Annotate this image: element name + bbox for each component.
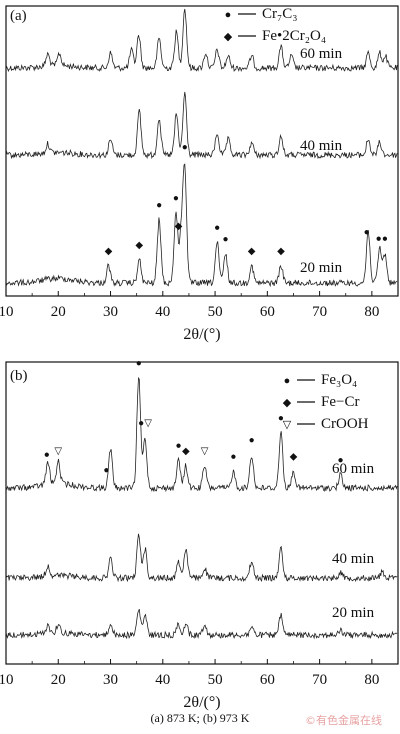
phase-marker: ● bbox=[175, 440, 181, 451]
chart-panel-a: (a) 10 20 30 40 50 60 70 80 2θ/(°) ● Cr₇C₃ ◆ Fe•2Cr₂O… bbox=[0, 5, 399, 343]
phase-marker: ● bbox=[103, 465, 109, 476]
phase-marker: ▽ bbox=[201, 446, 209, 457]
x-tick-label: 60 bbox=[260, 672, 275, 688]
series-label: 60 min bbox=[332, 461, 375, 477]
plot-frame bbox=[5, 361, 399, 665]
phase-marker: ● bbox=[214, 223, 220, 234]
legend-label: Fe₃O₄ bbox=[321, 372, 357, 388]
phase-marker: ● bbox=[382, 234, 388, 245]
x-axis-label: 2θ/(°) bbox=[183, 326, 220, 343]
legend-label: Fe•2Cr₂O₄ bbox=[262, 28, 326, 44]
x-tick-label: 10 bbox=[0, 672, 14, 688]
legend-label: CrOOH bbox=[321, 416, 369, 432]
phase-marker: ◆ bbox=[182, 446, 190, 457]
phase-marker: ● bbox=[249, 435, 255, 446]
phase-marker: ● bbox=[222, 234, 228, 245]
phase-marker: ●▽ bbox=[138, 418, 152, 429]
phase-marker: ● bbox=[337, 455, 343, 466]
panel-label: (a) bbox=[10, 8, 27, 24]
x-tick-label: 30 bbox=[103, 672, 118, 688]
x-tick-label: 70 bbox=[312, 672, 327, 688]
phase-marker: ● bbox=[182, 142, 188, 153]
x-axis-label: 2θ/(°) bbox=[183, 694, 220, 711]
phase-marker: ● bbox=[173, 193, 179, 204]
chart-panel-b: (b) 10 20 30 40 50 60 70 80 2θ/(°) ● Fe₃O₄ ◆ Fe−Cr ▽ Cr… bbox=[0, 358, 399, 711]
watermark: ©有色金属在线 bbox=[305, 714, 382, 727]
legend-marker: ◆ bbox=[224, 31, 233, 43]
phase-marker: ● bbox=[278, 413, 284, 424]
legend-marker: ◆ bbox=[283, 397, 292, 409]
series-line bbox=[5, 8, 398, 73]
phase-marker: ◆ bbox=[175, 221, 183, 232]
x-tick-label: 60 bbox=[260, 304, 275, 320]
series-label: 20 min bbox=[332, 605, 375, 621]
x-tick-label: 80 bbox=[364, 672, 379, 688]
x-tick-label: 80 bbox=[364, 304, 379, 320]
series-label: 60 min bbox=[300, 46, 343, 62]
x-tick-label: 20 bbox=[51, 672, 66, 688]
series-line bbox=[5, 533, 398, 583]
phase-marker: ▽ bbox=[54, 446, 62, 457]
series-label: 40 min bbox=[300, 138, 343, 154]
phase-marker: ● bbox=[376, 234, 382, 245]
phase-marker: ◆ bbox=[105, 246, 113, 257]
legend-marker: ▽ bbox=[283, 419, 292, 431]
plot-frame bbox=[5, 5, 399, 297]
series-line bbox=[5, 91, 398, 160]
x-tick-label: 20 bbox=[51, 304, 66, 320]
phase-marker: ● bbox=[156, 200, 162, 211]
legend-marker: ● bbox=[284, 375, 291, 387]
legend-label: Fe−Cr bbox=[321, 394, 359, 410]
phase-marker: ● bbox=[230, 452, 236, 463]
phase-marker: ◆ bbox=[135, 240, 143, 251]
x-tick-label: 40 bbox=[155, 304, 170, 320]
phase-marker: ◆ bbox=[290, 452, 298, 463]
series-line bbox=[5, 376, 398, 493]
series-label: 40 min bbox=[332, 551, 375, 567]
x-tick-label: 70 bbox=[312, 304, 327, 320]
phase-marker: ◆ bbox=[248, 246, 256, 257]
series-line bbox=[5, 608, 398, 640]
phase-marker: ● bbox=[364, 227, 370, 238]
figure-caption: (a) 873 K; (b) 973 K bbox=[150, 711, 250, 725]
legend-label: Cr₇C₃ bbox=[262, 6, 297, 22]
phase-marker: ● bbox=[44, 449, 50, 460]
panel-label: (b) bbox=[10, 368, 28, 384]
x-tick-label: 10 bbox=[0, 304, 14, 320]
series-line bbox=[5, 163, 398, 288]
x-tick-label: 50 bbox=[208, 304, 223, 320]
x-tick-label: 30 bbox=[103, 304, 118, 320]
x-tick-label: 40 bbox=[155, 672, 170, 688]
x-tick-label: 50 bbox=[208, 672, 223, 688]
phase-marker: ◆ bbox=[277, 246, 285, 257]
series-label: 20 min bbox=[300, 260, 343, 276]
legend-marker: ● bbox=[225, 9, 232, 21]
phase-marker: ● bbox=[136, 358, 142, 369]
